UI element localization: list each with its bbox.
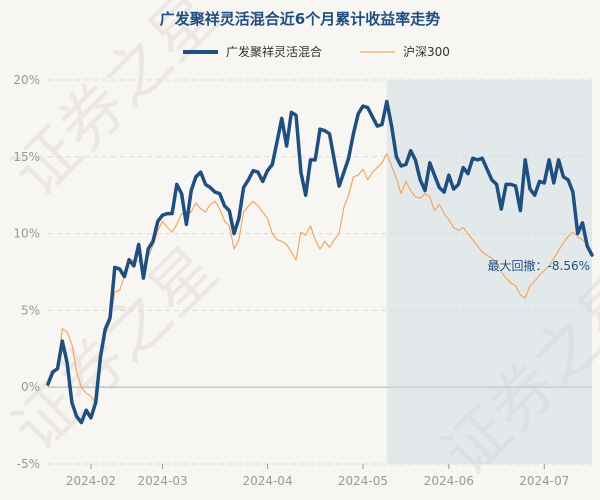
x-tick-label: 2024-07 (519, 474, 569, 488)
x-tick-label: 2024-05 (338, 474, 388, 488)
x-tick-label: 2024-06 (424, 474, 474, 488)
y-tick-label: 5% (21, 303, 40, 317)
y-tick-label: 15% (13, 150, 40, 164)
grid (48, 79, 592, 465)
x-axis-ticks: 2024-02 2024-03 2024-04 2024-05 2024-06 2024-… (66, 464, 569, 488)
x-tick-label: 2024-04 (242, 474, 292, 488)
max-drawdown-label: 最大回撤：-8.56% (488, 258, 590, 273)
chart-title: 广发聚祥灵活混合近6个月累计收益率走势 (160, 10, 440, 28)
y-tick-label: -5% (17, 457, 40, 471)
x-tick-label: 2024-02 (66, 474, 116, 488)
series-line-fund (46, 99, 594, 425)
y-axis-ticks: -5% 0% 5% 10% 15% 20% (13, 73, 40, 471)
x-tick-label: 2024-03 (137, 474, 187, 488)
y-tick-label: 20% (13, 73, 40, 87)
y-tick-label: 10% (13, 227, 40, 241)
y-tick-label: 0% (21, 380, 40, 394)
drawdown-region (386, 80, 592, 464)
legend-label-index: 沪深300 (403, 45, 450, 59)
legend-label-fund: 广发聚祥灵活混合 (226, 44, 322, 59)
watermark-text-1: 证券之星 (0, 0, 232, 211)
legend: 广发聚祥灵活混合 沪深300 (183, 44, 450, 59)
series-lines (46, 99, 594, 425)
series-line-index (47, 153, 588, 404)
